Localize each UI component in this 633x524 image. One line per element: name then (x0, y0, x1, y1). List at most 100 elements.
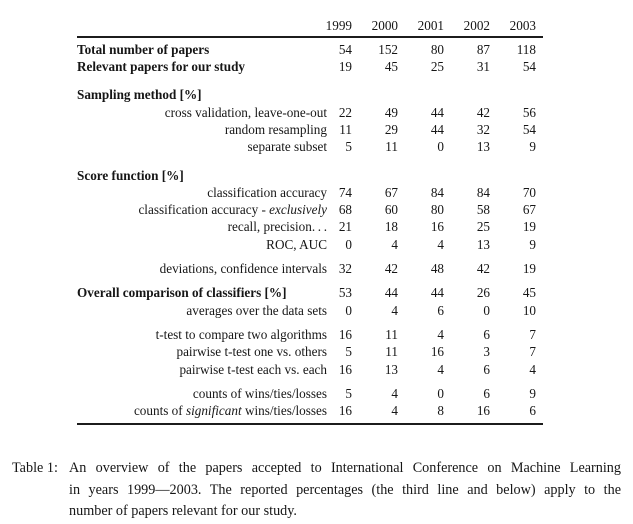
cell-value: 0 (437, 385, 444, 401)
cell-value: 7 (529, 344, 536, 360)
year-column-header: 2003 (509, 18, 536, 33)
row-total-papers: Total number of papers 54 152 80 87 118 (77, 41, 543, 58)
cell-value: 19 (522, 261, 536, 277)
cell-value: 6 (437, 302, 444, 318)
cell-value: 9 (529, 139, 536, 155)
row-label: counts of significant wins/ties/losses (77, 402, 327, 419)
row-label: pairwise t-test each vs. each (179, 361, 327, 377)
cell-value: 16 (476, 403, 490, 419)
row-roc-auc: ROC, AUC 0 4 4 13 9 (77, 236, 543, 253)
cell-value: 49 (384, 104, 398, 120)
cell-value: 10 (522, 302, 536, 318)
cell-value: 16 (430, 344, 444, 360)
year-column-header: 2002 (463, 18, 490, 33)
cell-value: 44 (430, 285, 444, 301)
row-classification-accuracy-exclusively: classification accuracy - exclusively 68… (77, 201, 543, 218)
cell-value: 74 (338, 184, 352, 200)
cell-value: 4 (391, 302, 398, 318)
table-header-row: 1999 2000 2001 2002 2003 (77, 17, 543, 34)
cell-value: 16 (338, 361, 352, 377)
cell-value: 25 (476, 219, 490, 235)
row-recall-precision: recall, precision. . . 21 18 16 25 19 (77, 218, 543, 235)
row-relevant-papers: Relevant papers for our study 19 45 25 3… (77, 58, 543, 75)
cell-value: 6 (483, 361, 490, 377)
section-header-label: Sampling method [%] (77, 87, 202, 103)
row-label: classification accuracy (207, 184, 327, 200)
cell-value: 45 (522, 285, 536, 301)
cell-value: 26 (476, 285, 490, 301)
cell-value: 80 (430, 41, 444, 57)
cell-value: 80 (430, 202, 444, 218)
cell-value: 152 (378, 41, 398, 57)
cell-value: 8 (437, 403, 444, 419)
cell-value: 48 (430, 261, 444, 277)
row-separate-subset: separate subset 5 11 0 13 9 (77, 138, 543, 155)
row-counts-significant-wins-ties-losses: counts of significant wins/ties/losses 1… (77, 402, 543, 419)
row-label: ROC, AUC (266, 236, 327, 252)
label-italic-text: exclusively (269, 202, 327, 218)
cell-value: 6 (483, 385, 490, 401)
cell-value: 45 (384, 59, 398, 75)
cell-value: 4 (437, 326, 444, 342)
label-italic-text: significant (185, 403, 242, 419)
row-label: Total number of papers (77, 41, 210, 57)
cell-value: 44 (430, 104, 444, 120)
cell-value: 32 (476, 121, 490, 137)
cell-value: 5 (345, 344, 352, 360)
cell-value: 13 (476, 139, 490, 155)
header-empty-cell (77, 17, 327, 34)
caption-label: Table 1: (12, 460, 58, 476)
cell-value: 22 (338, 104, 352, 120)
caption-line: in years 1999—2003. The reported percent… (69, 481, 621, 498)
cell-value: 84 (476, 184, 490, 200)
cell-value: 11 (385, 139, 398, 155)
caption-line: An overview of the papers accepted to In… (69, 460, 621, 476)
cell-value: 54 (522, 121, 536, 137)
year-column-header: 2001 (417, 18, 444, 33)
cell-value: 42 (476, 104, 490, 120)
row-score-function-header: Score function [%] (77, 167, 543, 184)
label-text: wins/ties/losses (241, 403, 327, 419)
cell-value: 4 (391, 385, 398, 401)
row-label: separate subset (247, 139, 327, 155)
cell-value: 67 (522, 202, 536, 218)
cell-value: 4 (391, 236, 398, 252)
row-label: t-test to compare two algorithms (155, 326, 327, 342)
row-overall-comparison-header: Overall comparison of classifiers [%] 53… (77, 284, 543, 301)
cell-value: 11 (339, 121, 352, 137)
cell-value: 11 (385, 344, 398, 360)
cell-value: 118 (516, 41, 536, 57)
cell-value: 7 (529, 326, 536, 342)
row-counts-wins-ties-losses: counts of wins/ties/losses 5 4 0 6 9 (77, 385, 543, 402)
row-pairwise-ttest-each-vs-each: pairwise t-test each vs. each 16 13 4 6 … (77, 361, 543, 378)
cell-value: 58 (476, 202, 490, 218)
year-column-header: 2000 (371, 18, 398, 33)
caption-line: number of papers relevant for our study. (69, 503, 297, 519)
row-sampling-method-header: Sampling method [%] (77, 86, 543, 103)
cell-value: 87 (476, 41, 490, 57)
cell-value: 16 (338, 326, 352, 342)
table-bottom-rule (77, 423, 543, 425)
row-deviations-confidence: deviations, confidence intervals 32 42 4… (77, 260, 543, 277)
label-text: classification accuracy - (138, 202, 270, 218)
cell-value: 70 (522, 184, 536, 200)
cell-value: 60 (384, 202, 398, 218)
cell-value: 11 (385, 326, 398, 342)
row-ttest-two-algorithms: t-test to compare two algorithms 16 11 4… (77, 326, 543, 343)
cell-value: 6 (529, 403, 536, 419)
cell-value: 0 (345, 236, 352, 252)
cell-value: 18 (384, 219, 398, 235)
cell-value: 53 (338, 285, 352, 301)
cell-value: 16 (430, 219, 444, 235)
cell-value: 4 (437, 236, 444, 252)
table-top-rule (77, 36, 543, 38)
caption-text: An overview of the papers accepted to In… (69, 458, 621, 523)
row-label: random resampling (224, 121, 327, 137)
cell-value: 19 (338, 59, 352, 75)
cell-value: 44 (430, 121, 444, 137)
row-pairwise-ttest-one-vs-others: pairwise t-test one vs. others 5 11 16 3… (77, 343, 543, 360)
row-label: counts of wins/ties/losses (192, 385, 327, 401)
cell-value: 5 (345, 139, 352, 155)
year-column-header: 1999 (325, 18, 352, 33)
